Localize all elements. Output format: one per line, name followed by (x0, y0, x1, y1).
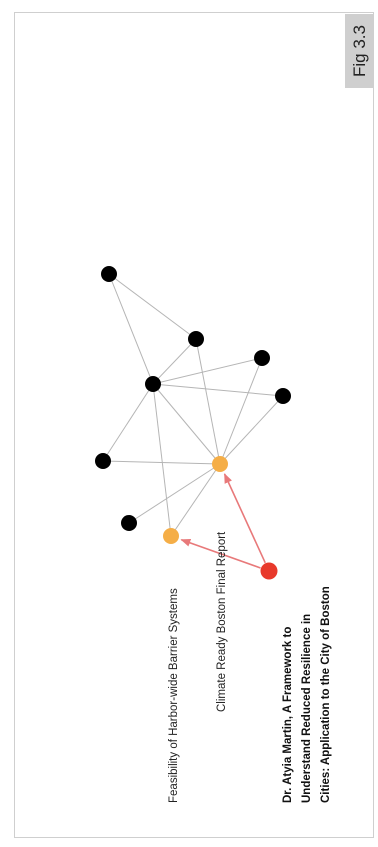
node-n7[interactable] (121, 515, 137, 531)
edges-layer (102, 273, 284, 537)
node-n5[interactable] (275, 388, 291, 404)
node-label-harbor: Feasibility of Harbor-wide Barrier Syste… (168, 588, 180, 803)
node-n3[interactable] (145, 376, 161, 392)
edge-n2-climate (195, 338, 221, 465)
arrows-layer (180, 473, 266, 569)
edge-n4-climate (219, 357, 263, 465)
figure-frame (14, 12, 374, 838)
node-n1[interactable] (101, 266, 117, 282)
edge-n3-n2 (152, 338, 197, 385)
node-harbor[interactable] (163, 528, 179, 544)
edge-harbor-climate (170, 463, 221, 537)
edge-n3-harbor (152, 383, 172, 537)
arrow-martin-climate (223, 473, 266, 564)
edge-n3-n4 (152, 357, 263, 385)
edge-n3-climate (152, 383, 221, 465)
edge-n1-n3 (108, 273, 154, 385)
node-climate[interactable] (212, 456, 228, 472)
edge-n7-climate (128, 463, 221, 524)
node-label-martin-line-3: Cities: Application to the City of Bosto… (320, 586, 332, 803)
node-n6[interactable] (95, 453, 111, 469)
edge-n1-n2 (108, 273, 197, 340)
node-n2[interactable] (188, 331, 204, 347)
nodes-layer (95, 266, 291, 580)
node-label-martin-line-1: Dr. Atyia Martin, A Framework to (282, 627, 294, 803)
node-martin[interactable] (260, 562, 278, 580)
labels-layer: Feasibility of Harbor-wide Barrier Syste… (168, 531, 332, 803)
node-label-martin-line-2: Understand Reduced Resilience in (301, 614, 313, 803)
edge-n5-climate (219, 395, 284, 465)
edge-n3-n6 (102, 383, 154, 462)
figure-label-tab: Fig 3.3 (345, 14, 374, 88)
edge-n3-n5 (152, 383, 284, 397)
node-label-climate: Climate Ready Boston Final Report (216, 531, 228, 712)
node-n4[interactable] (254, 350, 270, 366)
edge-n6-climate (102, 460, 221, 465)
arrow-martin-harbor (180, 538, 261, 569)
